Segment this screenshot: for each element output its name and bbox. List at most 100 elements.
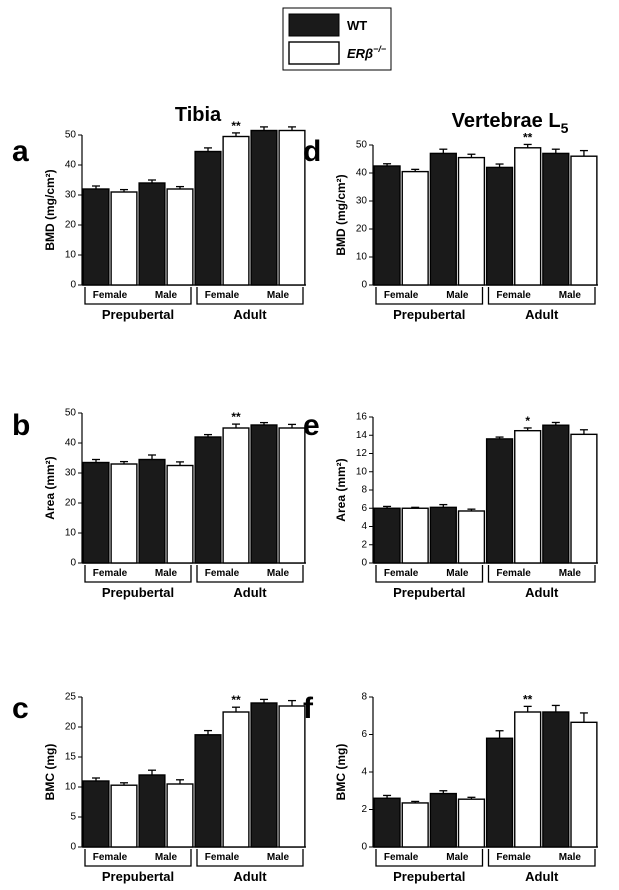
bar-f-0-0: [373, 797, 401, 848]
bar-f-2-0: [485, 737, 514, 848]
y-tick-label-f-4: 8: [361, 692, 367, 703]
bar-f-0-1: [401, 802, 429, 848]
panel-title-main-d: Vertebrae L: [452, 110, 561, 132]
bar-c-2-0: [194, 734, 222, 848]
group-label-e-0: Prepubertal: [393, 585, 465, 600]
y-tick-label-b-0: 0: [70, 558, 76, 569]
legend-label-wt: WT: [347, 18, 367, 33]
bar-e-2-1: [514, 429, 542, 564]
group-label-f-1: Adult: [525, 869, 559, 884]
y-tick-label-e-4: 8: [361, 485, 367, 496]
group-bracket-f-0: [375, 849, 484, 867]
bar-a-1-1: [166, 188, 194, 286]
y-tick-label-c-0: 0: [70, 842, 76, 853]
y-tick-label-b-4: 40: [65, 438, 77, 449]
group-label-e-1: Adult: [525, 585, 559, 600]
y-tick-label-e-6: 12: [356, 448, 368, 459]
legend-label-erb-main: ERβ: [347, 46, 373, 61]
legend-swatch-erb: [288, 41, 340, 65]
bar-a-0-1: [110, 191, 138, 286]
significance-e-0: *: [525, 414, 530, 428]
y-tick-label-f-2: 4: [361, 767, 367, 778]
bar-b-3-0: [250, 424, 278, 564]
y-tick-label-f-3: 6: [361, 729, 367, 740]
y-tick-label-e-1: 2: [361, 539, 367, 550]
bar-c-0-0: [82, 780, 110, 848]
bar-a-1-0: [138, 182, 166, 286]
y-tick-label-f-0: 0: [361, 842, 367, 853]
category-label-c-0: Female: [93, 852, 128, 863]
category-label-f-3: Male: [559, 852, 582, 863]
category-label-a-2: Female: [205, 290, 240, 301]
bar-d-0-1: [401, 170, 429, 286]
category-label-b-3: Male: [267, 568, 290, 579]
category-label-a-1: Male: [155, 290, 178, 301]
y-tick-label-e-7: 14: [356, 430, 368, 441]
bar-e-2-0: [485, 438, 514, 564]
significance-c-0: **: [231, 693, 241, 707]
bar-c-2-1: [222, 711, 250, 848]
group-bracket-b-0: [84, 565, 192, 583]
y-axis-label-e: Area (mm²): [334, 458, 348, 521]
y-tick-label-b-3: 30: [65, 468, 77, 479]
y-tick-label-a-0: 0: [70, 280, 76, 291]
y-axis-label-c: BMC (mg): [43, 744, 57, 801]
group-label-a-1: Adult: [233, 307, 267, 322]
panel-label-d: d: [303, 135, 321, 168]
group-bracket-c-0: [84, 849, 192, 867]
bar-a-2-1: [222, 135, 250, 286]
bar-d-2-0: [485, 166, 514, 286]
significance-b-0: **: [231, 410, 241, 424]
bar-e-0-0: [373, 507, 401, 564]
group-bracket-a-0: [84, 287, 192, 305]
panel-title-a: Tibia: [175, 104, 222, 126]
bar-f-2-1: [514, 711, 542, 848]
y-tick-label-e-2: 4: [361, 521, 367, 532]
panel-f: f 0 2 4 6 8 BMC (mg) Female Male Female Male ** Prep…: [303, 692, 598, 884]
y-tick-label-a-5: 50: [65, 130, 77, 141]
y-axis-label-f: BMC (mg): [334, 744, 348, 801]
group-label-c-1: Adult: [233, 869, 267, 884]
panel-e: e 0 2 4 6 8 10 12 14 16 Area (mm²) Female Male Female…: [303, 409, 598, 600]
category-label-c-1: Male: [155, 852, 178, 863]
y-tick-label-d-2: 20: [356, 224, 368, 235]
y-tick-label-e-8: 16: [356, 412, 368, 423]
group-label-a-0: Prepubertal: [102, 307, 174, 322]
group-bracket-e-1: [487, 565, 596, 583]
category-label-e-3: Male: [559, 568, 582, 579]
y-tick-label-c-5: 25: [65, 692, 77, 703]
bar-f-3-0: [542, 711, 570, 848]
y-tick-label-a-1: 10: [65, 250, 77, 261]
group-bracket-c-1: [196, 849, 304, 867]
bar-e-3-0: [542, 424, 570, 564]
bar-b-1-0: [138, 458, 166, 564]
panel-a: a Tibia 0 10 20 30 40 50 BMD (mg/cm²) Female Male F…: [12, 104, 306, 322]
bar-e-3-1: [570, 433, 598, 564]
bar-d-2-1: [514, 147, 542, 286]
bar-d-3-0: [542, 152, 570, 286]
category-label-b-1: Male: [155, 568, 178, 579]
group-bracket-d-1: [487, 287, 596, 305]
category-label-c-3: Male: [267, 852, 290, 863]
category-label-e-1: Male: [446, 568, 469, 579]
y-tick-label-a-2: 20: [65, 220, 77, 231]
bar-b-2-1: [222, 427, 250, 564]
y-tick-label-a-4: 40: [65, 160, 77, 171]
panel-label-f: f: [303, 692, 314, 725]
group-bracket-f-1: [487, 849, 596, 867]
bar-d-3-1: [570, 155, 598, 286]
y-tick-label-e-0: 0: [361, 558, 367, 569]
group-bracket-d-0: [375, 287, 484, 305]
significance-a-0: **: [231, 119, 241, 133]
bar-b-3-1: [278, 427, 306, 564]
y-tick-label-d-3: 30: [356, 196, 368, 207]
bar-b-0-0: [82, 461, 110, 564]
bar-a-2-0: [194, 150, 222, 286]
group-label-d-1: Adult: [525, 307, 559, 322]
y-tick-label-c-2: 10: [65, 782, 77, 793]
bar-e-0-1: [401, 507, 429, 564]
bar-f-1-1: [457, 798, 486, 848]
panel-title-main-a: Tibia: [175, 104, 222, 126]
